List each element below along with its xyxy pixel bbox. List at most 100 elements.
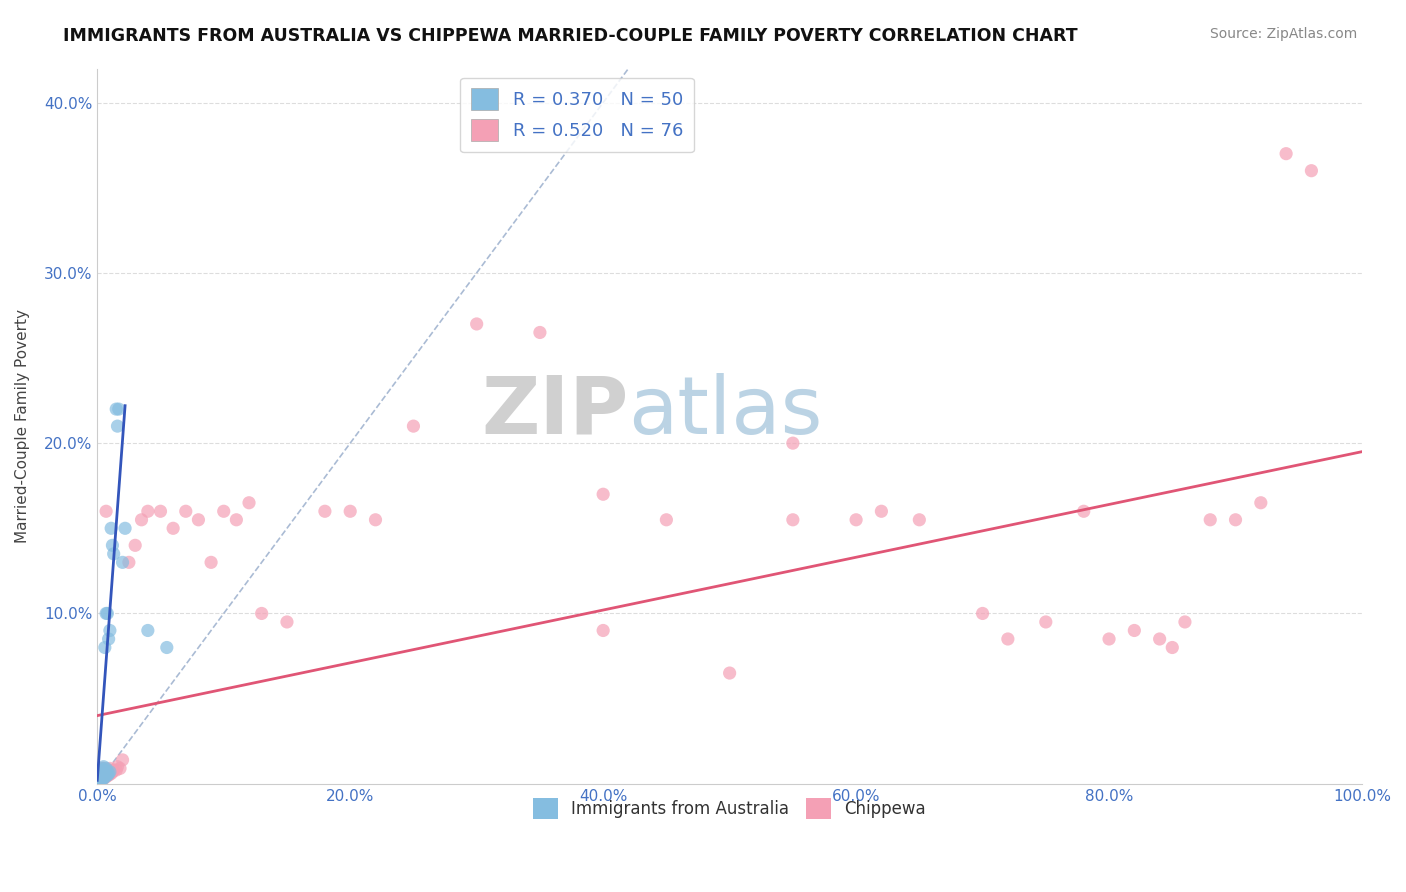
Point bbox=[98, 624, 121, 638]
Point bbox=[89, 773, 111, 788]
Y-axis label: Married-Couple Family Poverty: Married-Couple Family Poverty bbox=[15, 310, 30, 543]
Point bbox=[845, 513, 868, 527]
Point bbox=[98, 764, 121, 779]
Point bbox=[782, 436, 804, 450]
Point bbox=[131, 513, 153, 527]
Point bbox=[592, 487, 614, 501]
Point bbox=[339, 504, 361, 518]
Point bbox=[103, 763, 125, 777]
Point bbox=[276, 615, 298, 629]
Point bbox=[107, 760, 129, 774]
Point bbox=[91, 766, 114, 780]
Point bbox=[718, 666, 741, 681]
Point bbox=[124, 538, 146, 552]
Point bbox=[1301, 163, 1323, 178]
Point bbox=[90, 772, 112, 786]
Point bbox=[94, 640, 117, 655]
Point bbox=[98, 766, 121, 780]
Point bbox=[1225, 513, 1247, 527]
Point bbox=[225, 513, 247, 527]
Point bbox=[94, 764, 117, 779]
Point bbox=[465, 317, 488, 331]
Point bbox=[94, 763, 117, 777]
Point bbox=[91, 772, 114, 786]
Point bbox=[105, 763, 128, 777]
Point bbox=[97, 632, 120, 646]
Point bbox=[89, 766, 111, 780]
Point bbox=[91, 761, 114, 775]
Point bbox=[149, 504, 172, 518]
Point bbox=[238, 496, 260, 510]
Point bbox=[97, 768, 120, 782]
Point bbox=[97, 766, 120, 780]
Point bbox=[870, 504, 893, 518]
Point bbox=[90, 770, 112, 784]
Point bbox=[136, 624, 159, 638]
Point bbox=[94, 770, 117, 784]
Point bbox=[105, 402, 128, 417]
Point bbox=[91, 764, 114, 779]
Point bbox=[93, 766, 115, 780]
Point bbox=[212, 504, 235, 518]
Point bbox=[402, 419, 425, 434]
Point bbox=[1149, 632, 1171, 646]
Point bbox=[94, 764, 117, 779]
Point bbox=[114, 521, 136, 535]
Point bbox=[1035, 615, 1057, 629]
Point bbox=[94, 761, 117, 775]
Point bbox=[1174, 615, 1197, 629]
Point bbox=[91, 770, 114, 784]
Point bbox=[97, 763, 120, 777]
Point bbox=[94, 607, 117, 621]
Point bbox=[89, 768, 111, 782]
Point bbox=[94, 770, 117, 784]
Point bbox=[89, 772, 111, 786]
Point bbox=[108, 761, 131, 775]
Point bbox=[972, 607, 994, 621]
Point bbox=[96, 763, 118, 777]
Point bbox=[93, 761, 115, 775]
Point bbox=[107, 402, 129, 417]
Point bbox=[1275, 146, 1298, 161]
Point bbox=[96, 768, 118, 782]
Point bbox=[96, 768, 118, 782]
Point bbox=[91, 768, 114, 782]
Point bbox=[187, 513, 209, 527]
Point bbox=[200, 555, 222, 569]
Point bbox=[87, 770, 110, 784]
Point bbox=[101, 538, 124, 552]
Point bbox=[111, 555, 134, 569]
Point bbox=[96, 764, 118, 779]
Point bbox=[162, 521, 184, 535]
Point bbox=[87, 772, 110, 786]
Point bbox=[90, 763, 112, 777]
Point bbox=[98, 761, 121, 775]
Point bbox=[89, 770, 111, 784]
Point bbox=[87, 773, 110, 788]
Text: IMMIGRANTS FROM AUSTRALIA VS CHIPPEWA MARRIED-COUPLE FAMILY POVERTY CORRELATION : IMMIGRANTS FROM AUSTRALIA VS CHIPPEWA MA… bbox=[63, 27, 1078, 45]
Point bbox=[1250, 496, 1272, 510]
Point bbox=[90, 763, 112, 777]
Point bbox=[782, 513, 804, 527]
Point bbox=[1123, 624, 1146, 638]
Point bbox=[89, 772, 111, 786]
Point bbox=[156, 640, 179, 655]
Point bbox=[118, 555, 141, 569]
Point bbox=[103, 547, 125, 561]
Point bbox=[174, 504, 197, 518]
Point bbox=[93, 770, 115, 784]
Point bbox=[364, 513, 387, 527]
Point bbox=[1098, 632, 1121, 646]
Point bbox=[997, 632, 1019, 646]
Point bbox=[100, 521, 122, 535]
Point bbox=[96, 607, 118, 621]
Point bbox=[87, 773, 110, 788]
Point bbox=[93, 766, 115, 780]
Point bbox=[111, 753, 134, 767]
Point bbox=[89, 764, 111, 779]
Point bbox=[101, 764, 124, 779]
Point bbox=[1199, 513, 1222, 527]
Point bbox=[94, 764, 117, 779]
Point bbox=[90, 772, 112, 786]
Point bbox=[94, 768, 117, 782]
